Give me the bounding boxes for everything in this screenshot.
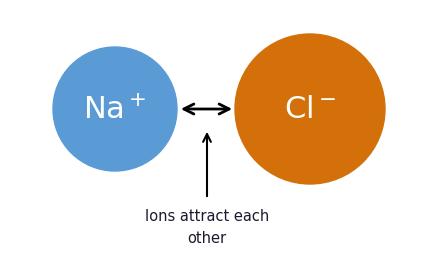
Text: Na$^+$: Na$^+$ bbox=[83, 95, 147, 124]
Text: Ions attract each: Ions attract each bbox=[145, 209, 269, 224]
Circle shape bbox=[235, 35, 385, 184]
Text: other: other bbox=[187, 231, 226, 246]
Circle shape bbox=[53, 48, 177, 171]
Text: Cl$^-$: Cl$^-$ bbox=[284, 95, 336, 124]
